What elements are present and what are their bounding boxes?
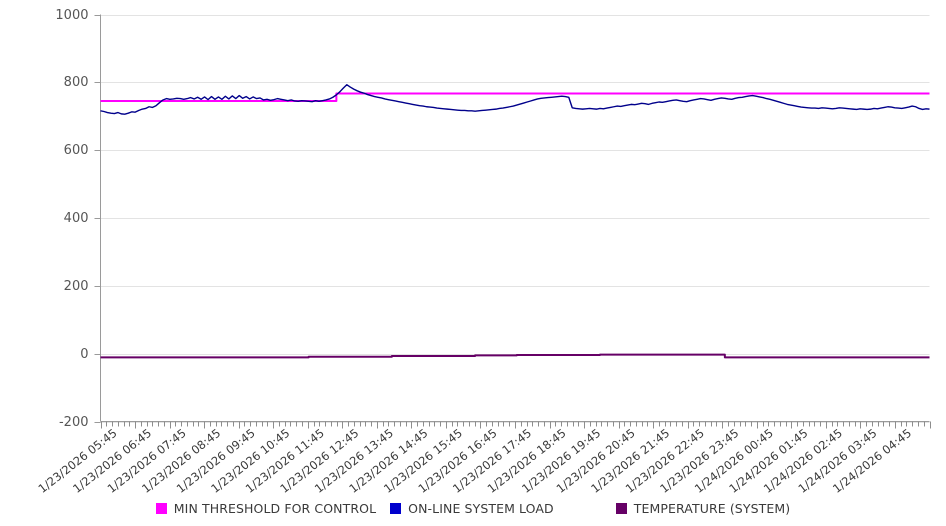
series-line: [100, 92, 930, 102]
y-axis-tick-labels: 1000 800 600 400 200 0 -200: [55, 8, 88, 430]
legend-item-on-line-system-load[interactable]: ON-LINE SYSTEM LOAD: [390, 501, 554, 516]
y-axis-tick-label: 0: [80, 347, 88, 362]
legend-label-on-line-system-load: ON-LINE SYSTEM LOAD: [408, 500, 554, 516]
legend-swatch-temperature-system: [615, 502, 627, 514]
data-series: [100, 84, 930, 359]
legend-label-min-threshold-for-control: MIN THRESHOLD FOR CONTROL: [173, 500, 377, 516]
x-axis-minor-ticks: [101, 421, 931, 429]
legend-label-temperature-system: TEMPERATURE (SYSTEM): [633, 500, 791, 516]
y-axis-tick-label: -200: [59, 415, 89, 430]
chart-legend: MIN THRESHOLD FOR CONTROL ON-LINE SYSTEM…: [0, 496, 946, 520]
gridlines: [100, 15, 930, 423]
legend-swatch-on-line-system-load: [390, 502, 402, 514]
y-axis-tick-label: 800: [64, 75, 89, 90]
x-axis-tick-labels: 1/23/2026 05:451/23/2026 06:451/23/2026 …: [36, 426, 915, 496]
series-line: [100, 84, 930, 115]
y-axis-tick-label: 1000: [55, 8, 88, 23]
legend-item-min-threshold-for-control[interactable]: MIN THRESHOLD FOR CONTROL: [155, 500, 377, 516]
series-line: [100, 353, 930, 359]
y-axis-tick-label: 200: [64, 279, 89, 294]
legend-swatch-min-threshold-for-control: [155, 502, 167, 514]
y-axis-tick-label: 600: [64, 143, 89, 158]
y-axis-tick-label: 400: [64, 211, 89, 226]
legend-item-temperature-system[interactable]: TEMPERATURE (SYSTEM): [615, 500, 791, 516]
